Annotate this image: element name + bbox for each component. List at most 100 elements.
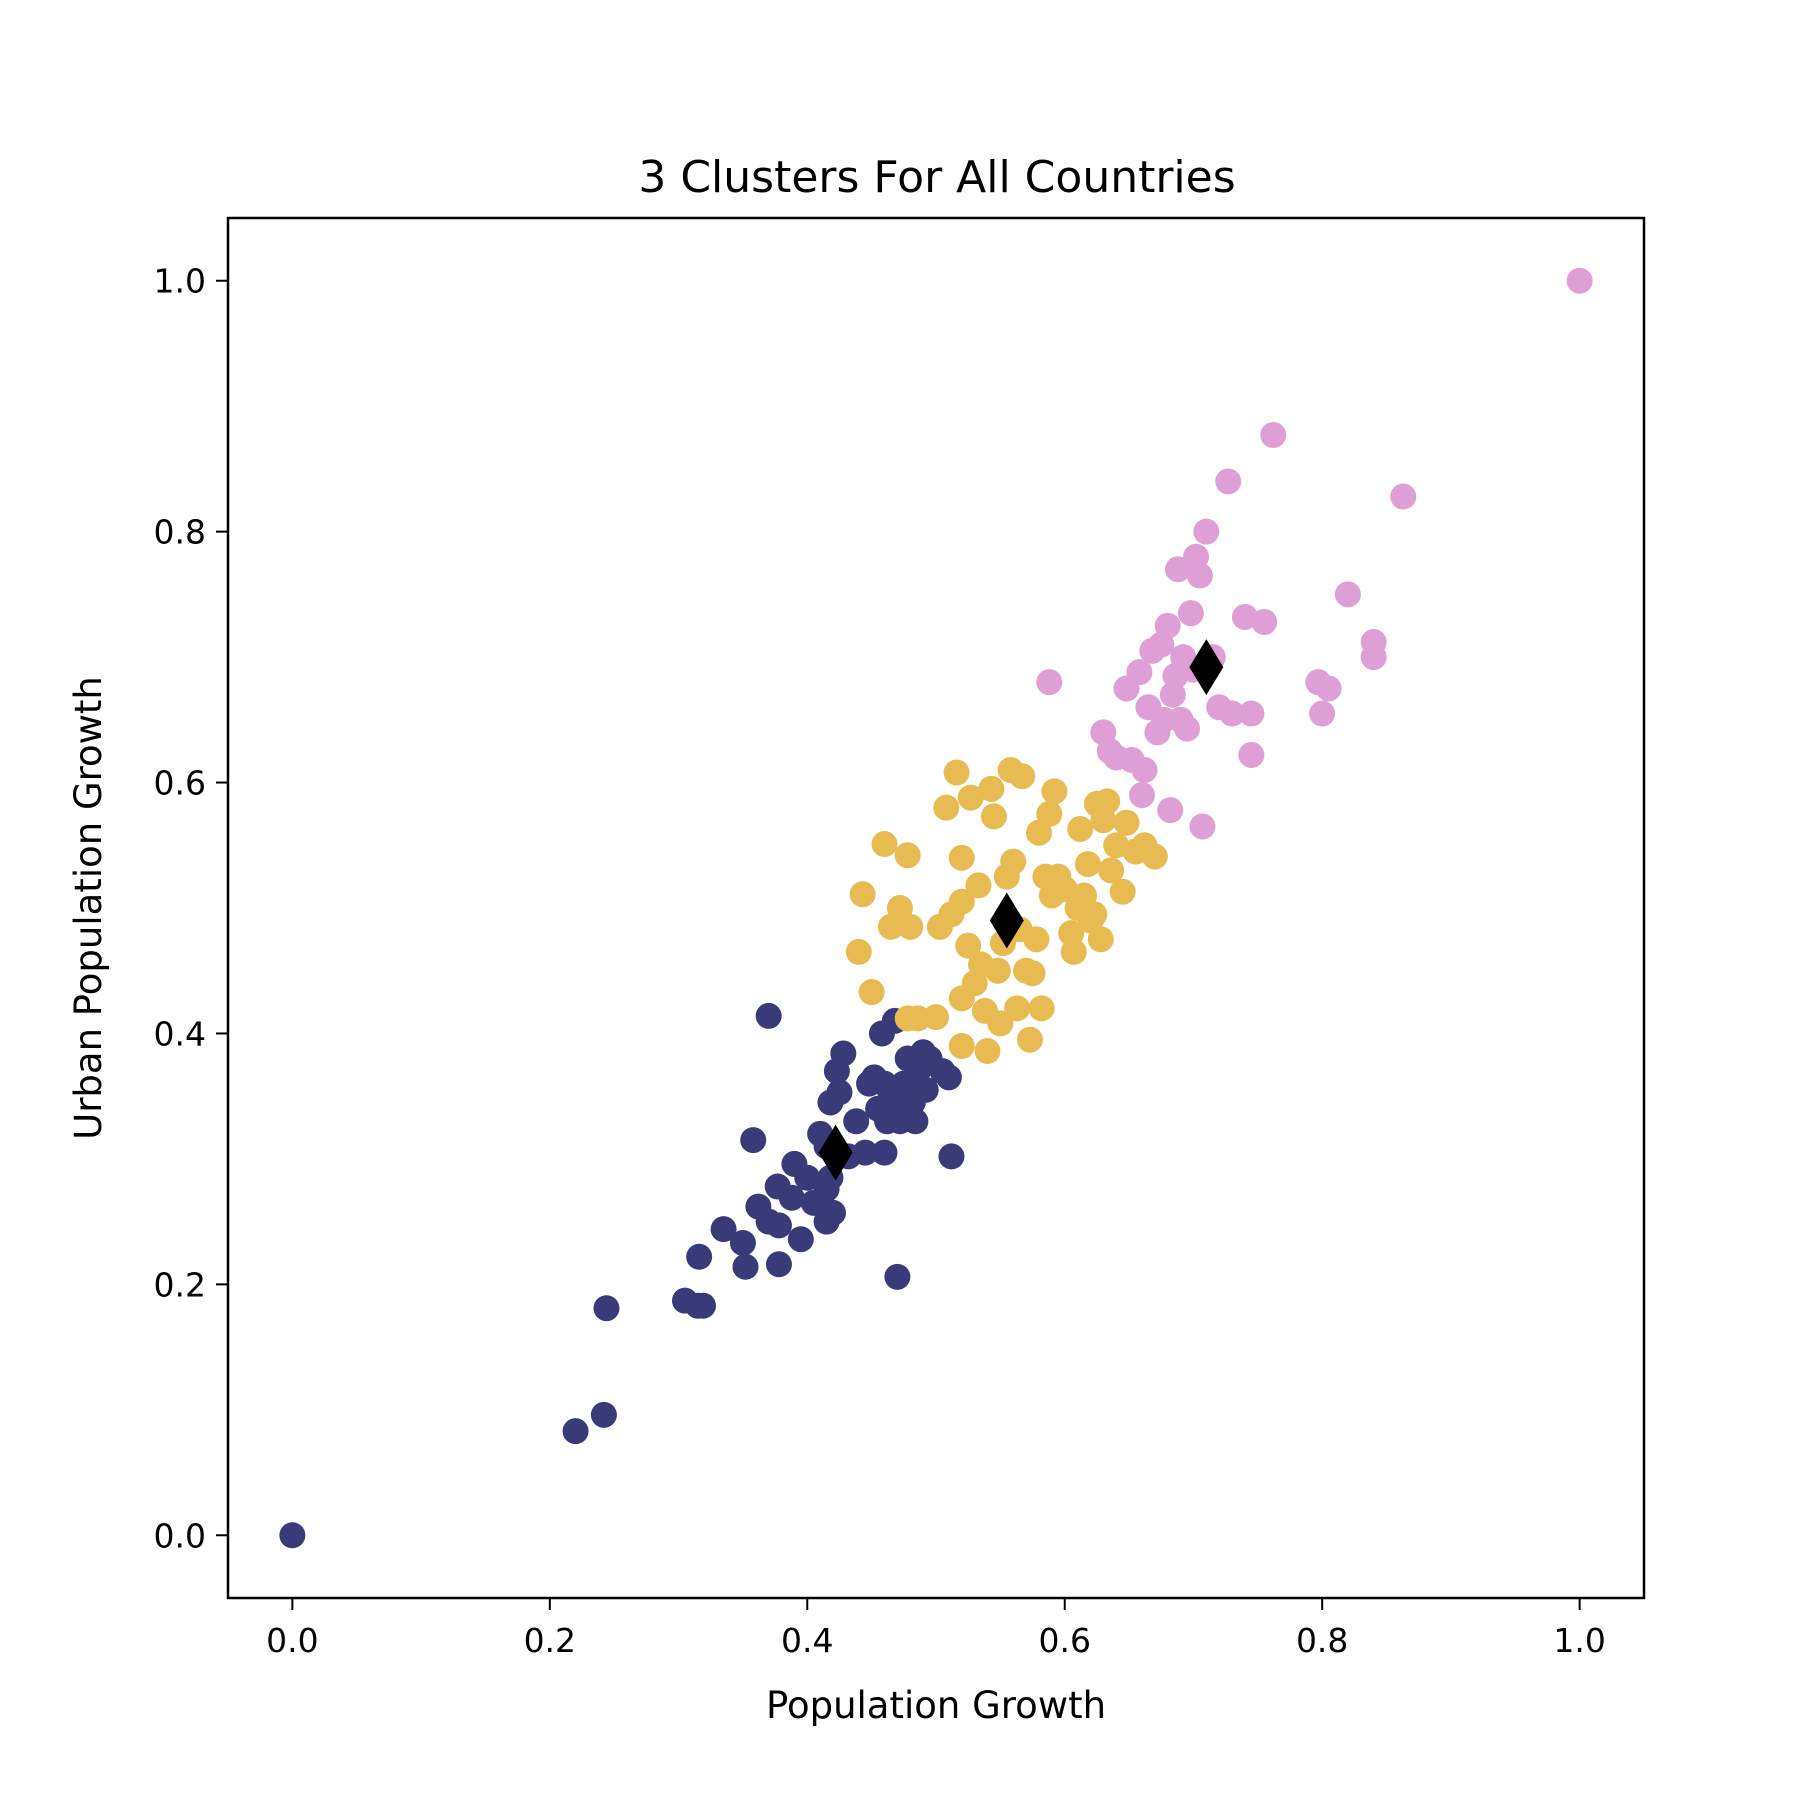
data-point-cluster-1 xyxy=(690,1292,717,1319)
data-point-cluster-3 xyxy=(1215,468,1242,495)
data-point-cluster-2 xyxy=(984,957,1011,984)
data-point-cluster-3 xyxy=(1219,700,1246,727)
data-point-cluster-3 xyxy=(1131,757,1158,783)
data-point-cluster-3 xyxy=(1238,741,1265,768)
y-tick-label: 0.4 xyxy=(154,1014,206,1053)
data-point-cluster-3 xyxy=(1126,659,1153,686)
data-point-cluster-1 xyxy=(820,1199,847,1226)
data-point-cluster-2 xyxy=(974,1038,1001,1065)
data-point-cluster-2 xyxy=(980,803,1007,830)
points-layer xyxy=(279,267,1593,1549)
data-point-cluster-2 xyxy=(943,759,970,786)
data-point-cluster-1 xyxy=(778,1184,805,1211)
data-point-cluster-3 xyxy=(1251,608,1278,635)
data-point-cluster-1 xyxy=(729,1229,756,1256)
data-point-cluster-2 xyxy=(1094,788,1121,815)
data-point-cluster-2 xyxy=(1004,995,1031,1022)
data-point-cluster-2 xyxy=(871,831,898,858)
data-point-cluster-2 xyxy=(1000,848,1027,875)
data-point-cluster-2 xyxy=(1067,815,1094,842)
data-point-cluster-1 xyxy=(732,1253,759,1280)
data-point-cluster-3 xyxy=(1177,600,1204,627)
data-point-cluster-3 xyxy=(1260,422,1287,449)
data-point-cluster-3 xyxy=(1309,700,1336,727)
data-point-cluster-1 xyxy=(590,1401,617,1428)
data-point-cluster-3 xyxy=(1128,782,1155,809)
x-tick-label: 0.6 xyxy=(1038,1621,1090,1660)
x-tick-label: 0.8 xyxy=(1296,1621,1348,1660)
data-point-cluster-2 xyxy=(948,844,975,871)
x-tick-label: 0.2 xyxy=(524,1621,576,1660)
data-point-cluster-1 xyxy=(912,1076,939,1103)
data-point-cluster-2 xyxy=(1041,778,1068,805)
y-tick-label: 1.0 xyxy=(154,262,206,301)
data-point-cluster-1 xyxy=(938,1143,965,1170)
data-point-cluster-2 xyxy=(1009,763,1036,790)
data-point-cluster-2 xyxy=(955,932,982,959)
data-point-cluster-2 xyxy=(957,784,984,811)
data-point-cluster-2 xyxy=(948,888,975,915)
centroids-layer xyxy=(818,639,1224,1181)
data-point-cluster-2 xyxy=(1036,800,1063,827)
y-tick-label: 0.8 xyxy=(154,513,206,552)
data-point-cluster-1 xyxy=(765,1251,792,1278)
chart-title: 3 Clusters For All Countries xyxy=(638,152,1235,203)
y-axis: 0.0 0.2 0.4 0.6 0.8 1.0 xyxy=(154,262,228,1555)
y-tick-label: 0.2 xyxy=(154,1265,206,1304)
data-point-cluster-2 xyxy=(858,979,885,1006)
data-point-cluster-3 xyxy=(1174,715,1201,742)
data-point-cluster-2 xyxy=(1113,809,1140,836)
data-point-cluster-2 xyxy=(948,1033,975,1059)
data-point-cluster-2 xyxy=(1060,938,1087,965)
data-point-cluster-1 xyxy=(765,1212,792,1239)
data-point-cluster-2 xyxy=(897,913,924,940)
data-point-cluster-3 xyxy=(1315,675,1342,702)
data-point-cluster-3 xyxy=(1154,612,1181,639)
data-point-cluster-1 xyxy=(710,1216,737,1243)
data-point-cluster-1 xyxy=(935,1064,962,1091)
data-point-cluster-2 xyxy=(965,872,992,899)
centroid-marker xyxy=(989,892,1024,949)
data-point-cluster-3 xyxy=(1193,518,1220,545)
data-point-cluster-2 xyxy=(849,881,876,908)
y-tick-label: 0.6 xyxy=(154,764,206,803)
plot-frame xyxy=(226,216,1646,1600)
data-point-cluster-2 xyxy=(1028,995,1055,1022)
data-point-cluster-2 xyxy=(1019,960,1046,987)
data-point-cluster-1 xyxy=(794,1164,821,1191)
centroid-marker xyxy=(818,1124,853,1181)
data-point-cluster-1 xyxy=(843,1108,870,1135)
data-point-cluster-2 xyxy=(1098,857,1125,884)
data-point-cluster-3 xyxy=(1186,562,1213,589)
data-point-cluster-1 xyxy=(902,1108,929,1135)
data-point-cluster-2 xyxy=(1081,901,1108,928)
data-point-cluster-2 xyxy=(894,842,921,869)
data-point-cluster-1 xyxy=(871,1139,898,1166)
data-point-cluster-1 xyxy=(787,1226,814,1253)
x-axis-title: Population Growth xyxy=(766,1684,1106,1727)
data-point-cluster-3 xyxy=(1189,813,1216,840)
data-point-cluster-1 xyxy=(279,1522,306,1549)
data-point-cluster-1 xyxy=(826,1079,853,1106)
data-point-cluster-3 xyxy=(1157,797,1184,824)
y-tick-label: 0.0 xyxy=(154,1516,206,1555)
x-tick-label: 0.4 xyxy=(781,1621,833,1660)
data-point-cluster-2 xyxy=(933,794,960,821)
data-point-cluster-2 xyxy=(845,938,872,965)
data-point-cluster-3 xyxy=(1566,267,1593,294)
data-point-cluster-3 xyxy=(1360,644,1387,671)
x-tick-label: 1.0 xyxy=(1553,1621,1605,1660)
y-axis-title: Urban Population Growth xyxy=(67,676,110,1140)
data-point-cluster-2 xyxy=(1074,851,1101,878)
data-point-cluster-1 xyxy=(755,1002,782,1029)
centroid-marker xyxy=(1189,639,1224,696)
data-point-cluster-2 xyxy=(1141,843,1168,870)
data-point-cluster-2 xyxy=(1109,878,1136,905)
data-point-cluster-3 xyxy=(1390,483,1417,510)
data-point-cluster-2 xyxy=(1016,1026,1043,1053)
data-point-cluster-3 xyxy=(1036,669,1063,696)
data-point-cluster-1 xyxy=(562,1418,589,1445)
x-axis: 0.0 0.2 0.4 0.6 0.8 1.0 xyxy=(266,1598,1606,1660)
data-point-cluster-2 xyxy=(1023,926,1050,953)
data-point-cluster-1 xyxy=(884,1263,911,1290)
